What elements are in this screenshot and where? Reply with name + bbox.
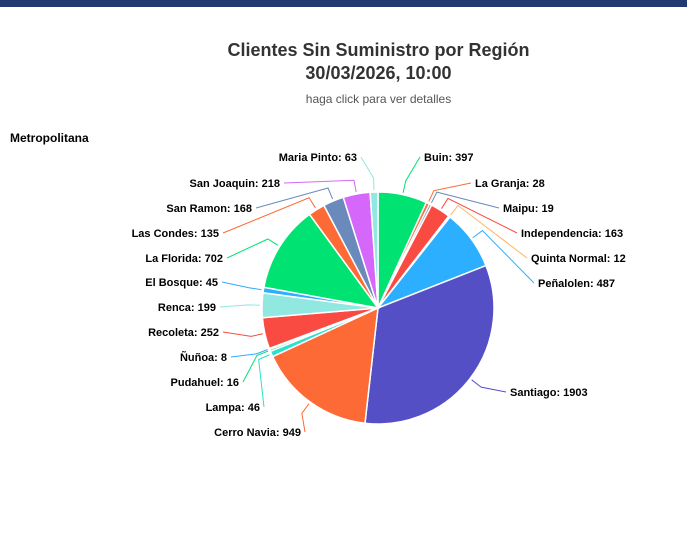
data-label: Recoleta: 252 <box>148 327 219 339</box>
connector-line <box>230 349 268 358</box>
data-label: Las Condes: 135 <box>132 228 219 240</box>
connector-line <box>222 331 263 337</box>
data-label: Lampa: 46 <box>206 402 260 414</box>
data-label: San Ramon: 168 <box>166 203 252 215</box>
data-label: Santiago: 1903 <box>510 387 588 399</box>
data-label: San Joaquin: 218 <box>190 178 280 190</box>
top-bar <box>0 0 687 7</box>
data-label: Quinta Normal: 12 <box>531 253 626 265</box>
connector-line <box>450 204 528 259</box>
pie-slice-la-florida[interactable] <box>263 213 380 310</box>
connector-line <box>471 379 507 393</box>
connector-line <box>283 179 357 193</box>
data-label: La Florida: 702 <box>145 253 223 265</box>
chart-title-date: 30/03/2026, 10:00 <box>305 63 452 83</box>
connector-line <box>301 403 310 433</box>
data-label: Peñalolen: 487 <box>538 278 615 290</box>
data-label: Ñuñoa: 8 <box>180 351 227 364</box>
connector-line <box>221 281 262 291</box>
pie-slice-santiago[interactable] <box>364 264 495 425</box>
connector-line <box>402 156 421 193</box>
connector-line <box>219 304 261 308</box>
data-label: Maria Pinto: 63 <box>279 152 357 164</box>
pie-slice-maria-pinto[interactable] <box>369 191 379 309</box>
connector-line <box>441 197 518 234</box>
data-label: Buin: 397 <box>424 152 474 164</box>
data-label: Cerro Navia: 949 <box>214 427 301 439</box>
connector-line <box>255 187 334 209</box>
data-label: Renca: 199 <box>158 302 216 314</box>
chart-subtitle: haga click para ver detalles <box>305 92 452 106</box>
connector-line <box>430 191 500 209</box>
pie-slice-cerro-navia[interactable] <box>271 306 379 425</box>
connector-line <box>360 156 375 191</box>
chart-title: Clientes Sin Suministro por Región <box>227 40 530 60</box>
data-label: Maipu: 19 <box>503 203 554 215</box>
data-label: El Bosque: 45 <box>145 277 218 289</box>
connector-line <box>428 182 472 202</box>
data-label: Pudahuel: 16 <box>171 377 239 389</box>
connector-line <box>222 197 316 234</box>
connector-line <box>472 229 535 284</box>
connector-line <box>226 238 279 259</box>
connector-line <box>258 354 270 408</box>
connector-line <box>242 350 269 383</box>
data-label: La Granja: 28 <box>475 178 545 190</box>
data-label: Independencia: 163 <box>521 228 623 240</box>
region-label: Metropolitana <box>10 131 89 145</box>
